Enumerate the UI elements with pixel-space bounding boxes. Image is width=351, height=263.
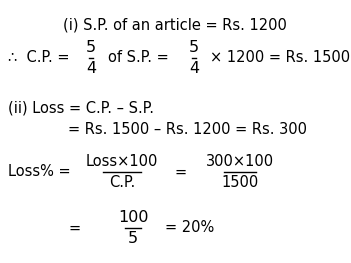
Text: × 1200 = Rs. 1500: × 1200 = Rs. 1500 [210,50,350,65]
Text: C.P.: C.P. [109,175,135,190]
Text: Loss×100: Loss×100 [86,154,158,169]
Text: = Rs. 1500 – Rs. 1200 = Rs. 300: = Rs. 1500 – Rs. 1200 = Rs. 300 [68,123,307,138]
Text: 300×100: 300×100 [206,154,274,169]
Text: 100: 100 [118,210,148,225]
Text: 5: 5 [86,40,96,55]
Text: =: = [68,220,80,235]
Text: =: = [175,164,187,180]
Text: 4: 4 [189,61,199,76]
Text: ∴  C.P. =: ∴ C.P. = [8,50,69,65]
Text: 4: 4 [86,61,96,76]
Text: (i) S.P. of an article = Rs. 1200: (i) S.P. of an article = Rs. 1200 [63,18,287,33]
Text: (ii) Loss = C.P. – S.P.: (ii) Loss = C.P. – S.P. [8,100,154,115]
Text: 5: 5 [189,40,199,55]
Text: 5: 5 [128,231,138,246]
Text: Loss% =: Loss% = [8,164,71,180]
Text: of S.P. =: of S.P. = [108,50,169,65]
Text: 1500: 1500 [221,175,259,190]
Text: = 20%: = 20% [165,220,214,235]
